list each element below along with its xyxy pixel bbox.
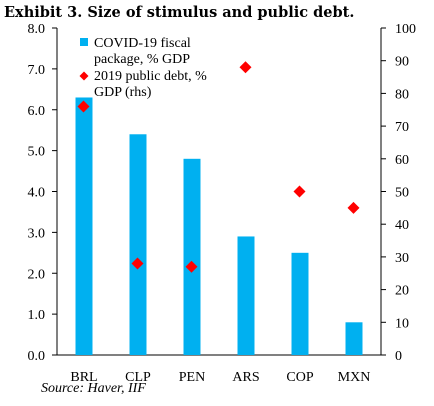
source-note: Source: Haver, IIF: [41, 381, 146, 396]
left-tick-label: 4.0: [28, 186, 46, 201]
bar-clp: [129, 134, 147, 355]
right-tick-label: 10: [395, 316, 409, 331]
x-tick-label: MXN: [338, 370, 371, 385]
right-tick-label: 100: [395, 22, 416, 37]
right-tick-label: 0: [395, 349, 402, 364]
point-ars: [239, 61, 252, 74]
left-tick-label: 3.0: [28, 226, 46, 241]
bar-ars: [237, 236, 255, 355]
left-tick-label: 2.0: [28, 267, 46, 282]
x-tick-label: ARS: [232, 370, 259, 385]
legend-label-fiscal-2: package, % GDP: [94, 52, 190, 67]
right-tick-label: 20: [395, 284, 409, 299]
legend-swatch-debt: [79, 71, 89, 81]
left-tick-label: 1.0: [28, 308, 46, 323]
right-tick-label: 30: [395, 251, 409, 266]
legend-label-fiscal-1: COVID-19 fiscal: [94, 36, 191, 51]
left-tick-label: 8.0: [28, 22, 46, 37]
x-tick-label: CLP: [125, 370, 151, 385]
left-tick-label: 6.0: [28, 104, 46, 119]
legend-swatch-fiscal: [80, 38, 88, 46]
left-tick-label: 0.0: [28, 349, 46, 364]
point-mxn: [347, 201, 360, 214]
right-tick-label: 70: [395, 120, 409, 135]
legend-label-debt-1: 2019 public debt, %: [94, 69, 207, 84]
bar-brl: [75, 97, 93, 356]
bar-cop: [291, 252, 309, 355]
point-brl: [77, 100, 90, 113]
point-pen: [185, 260, 198, 273]
right-tick-label: 40: [395, 218, 409, 233]
bar-pen: [183, 158, 201, 355]
x-tick-label: BRL: [70, 370, 97, 385]
right-tick-label: 60: [395, 153, 409, 168]
right-tick-label: 80: [395, 87, 409, 102]
left-tick-label: 5.0: [28, 145, 46, 160]
legend-label-debt-2: GDP (rhs): [94, 85, 152, 100]
x-tick-label: COP: [286, 370, 313, 385]
bar-mxn: [345, 322, 363, 355]
plot-area: 0.0 1.0 2.0 3.0 4.0 5.0 6.0 7.0 8.0 0 10 20 30 40 50 60…: [28, 22, 417, 385]
chart-title: Exhibit 3. Size of stimulus and public d…: [4, 4, 354, 21]
point-clp: [131, 257, 144, 270]
x-tick-label: PEN: [179, 370, 205, 385]
left-tick-label: 7.0: [28, 63, 46, 78]
point-cop: [293, 185, 306, 198]
right-tick-label: 90: [395, 55, 409, 70]
right-tick-label: 50: [395, 186, 409, 201]
